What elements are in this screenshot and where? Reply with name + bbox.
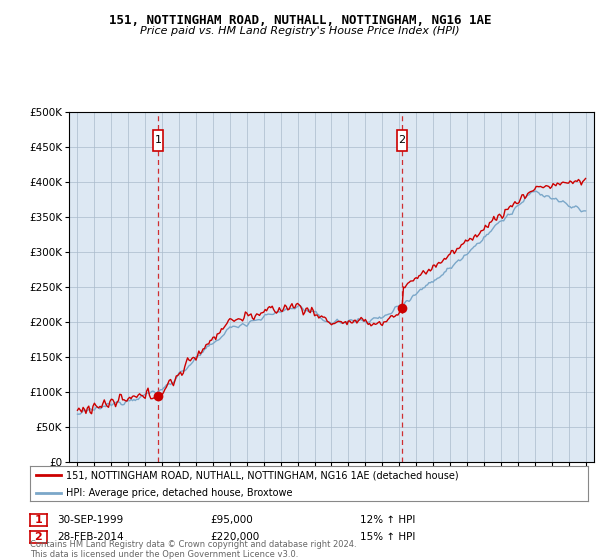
Text: 151, NOTTINGHAM ROAD, NUTHALL, NOTTINGHAM, NG16 1AE: 151, NOTTINGHAM ROAD, NUTHALL, NOTTINGHA… <box>109 14 491 27</box>
Text: 15% ↑ HPI: 15% ↑ HPI <box>360 532 415 542</box>
FancyBboxPatch shape <box>153 129 163 151</box>
Text: HPI: Average price, detached house, Broxtowe: HPI: Average price, detached house, Brox… <box>66 488 293 497</box>
Text: 30-SEP-1999: 30-SEP-1999 <box>57 515 123 525</box>
Text: 12% ↑ HPI: 12% ↑ HPI <box>360 515 415 525</box>
Text: Contains HM Land Registry data © Crown copyright and database right 2024.
This d: Contains HM Land Registry data © Crown c… <box>30 540 356 559</box>
Text: £220,000: £220,000 <box>210 532 259 542</box>
Text: 28-FEB-2014: 28-FEB-2014 <box>57 532 124 542</box>
Text: 1: 1 <box>35 515 42 525</box>
Text: 1: 1 <box>154 135 161 145</box>
Text: £95,000: £95,000 <box>210 515 253 525</box>
FancyBboxPatch shape <box>397 129 407 151</box>
Text: 2: 2 <box>398 135 406 145</box>
Text: 2: 2 <box>35 532 42 542</box>
Text: 151, NOTTINGHAM ROAD, NUTHALL, NOTTINGHAM, NG16 1AE (detached house): 151, NOTTINGHAM ROAD, NUTHALL, NOTTINGHA… <box>66 470 459 480</box>
Text: Price paid vs. HM Land Registry's House Price Index (HPI): Price paid vs. HM Land Registry's House … <box>140 26 460 36</box>
